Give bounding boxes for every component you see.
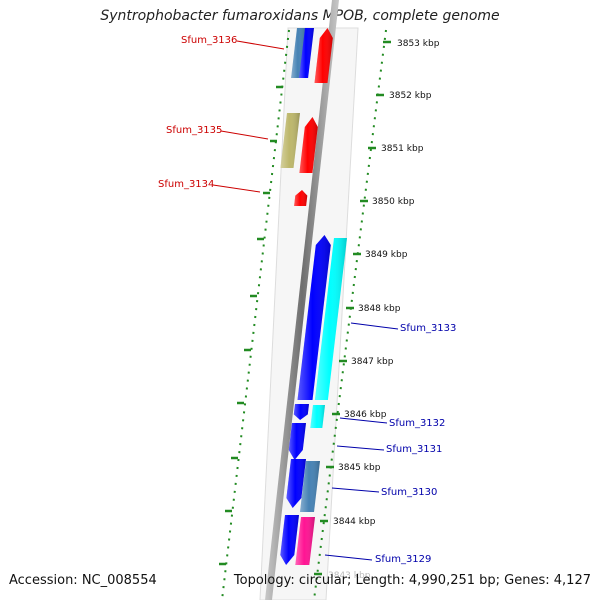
gene-label-sfum-3130[interactable]: Sfum_3130 bbox=[331, 487, 437, 498]
svg-text:Sfum_3133: Sfum_3133 bbox=[400, 323, 456, 334]
kbp-tick-3849: 3849 kbp bbox=[353, 250, 408, 260]
svg-text:3846 kbp: 3846 kbp bbox=[344, 410, 387, 420]
svg-text:3849 kbp: 3849 kbp bbox=[365, 250, 408, 260]
svg-text:3847 kbp: 3847 kbp bbox=[351, 357, 394, 367]
outer-gene-top-2-shading bbox=[299, 28, 314, 78]
svg-text:Sfum_3130: Sfum_3130 bbox=[381, 487, 437, 498]
inner-gene-top-shading bbox=[314, 28, 333, 83]
kbp-tick-3852: 3852 kbp bbox=[376, 91, 432, 101]
kbp-ruler: 3853 kbp 3852 kbp 3851 kbp 3850 kbp 3849… bbox=[314, 39, 440, 581]
outer-gene-3132-shading bbox=[310, 405, 325, 428]
left-gene-labels: Sfum_3136 Sfum_3135 Sfum_3134 bbox=[158, 35, 285, 193]
gene-label-sfum-3131[interactable]: Sfum_3131 bbox=[336, 444, 442, 455]
svg-text:3850 kbp: 3850 kbp bbox=[372, 197, 415, 207]
gene-label-sfum-3133[interactable]: Sfum_3133 bbox=[350, 322, 456, 334]
svg-text:Sfum_3134: Sfum_3134 bbox=[158, 179, 214, 190]
outer-gene-top-1-shading bbox=[291, 28, 306, 78]
svg-text:Sfum_3136: Sfum_3136 bbox=[181, 35, 237, 46]
inner-gene-3133-shading bbox=[297, 235, 331, 400]
gene-label-sfum-3135[interactable]: Sfum_3135 bbox=[166, 125, 269, 140]
outer-gene-3135-shading bbox=[280, 113, 300, 168]
svg-text:Sfum_3129: Sfum_3129 bbox=[375, 554, 431, 565]
svg-text:3844 kbp: 3844 kbp bbox=[333, 517, 376, 527]
svg-text:3845 kbp: 3845 kbp bbox=[338, 463, 381, 473]
gene-label-sfum-3134[interactable]: Sfum_3134 bbox=[158, 179, 261, 193]
inner-gene-3129-shading bbox=[280, 515, 299, 565]
inner-gene-3130-shading bbox=[286, 459, 306, 508]
svg-text:Sfum_3132: Sfum_3132 bbox=[389, 418, 445, 429]
gene-label-sfum-3132[interactable]: Sfum_3132 bbox=[339, 417, 445, 429]
kbp-tick-3846: 3846 kbp bbox=[332, 410, 387, 420]
inner-gene-3134-shading bbox=[294, 190, 308, 206]
svg-text:3851 kbp: 3851 kbp bbox=[381, 144, 424, 154]
svg-text:3848 kbp: 3848 kbp bbox=[358, 304, 401, 314]
inner-gene-3131-shading bbox=[288, 423, 306, 460]
right-gene-labels: Sfum_3133 Sfum_3132 Sfum_3131 Sfum_3130 … bbox=[324, 322, 456, 565]
gene-label-sfum-3136[interactable]: Sfum_3136 bbox=[181, 35, 285, 50]
kbp-tick-3844: 3844 kbp bbox=[320, 517, 376, 527]
kbp-tick-3845: 3845 kbp bbox=[326, 463, 381, 473]
accession-label: Accession: NC_008554 bbox=[9, 573, 157, 588]
kbp-tick-3853: 3853 kbp bbox=[383, 39, 440, 49]
outer-ruler-ticks bbox=[219, 85, 283, 566]
svg-text:3853 kbp: 3853 kbp bbox=[397, 39, 440, 49]
svg-text:3843 kbp: 3843 kbp bbox=[328, 571, 371, 581]
kbp-tick-3848: 3848 kbp bbox=[346, 304, 401, 314]
map-title: Syntrophobacter fumaroxidans MPOB, compl… bbox=[100, 8, 500, 24]
inner-gene-3135-shading bbox=[299, 117, 318, 173]
outer-gene-3129-shading bbox=[295, 517, 315, 565]
genome-summary: Topology: circular; Length: 4,990,251 bp… bbox=[233, 573, 591, 588]
inner-gene-3132-shading bbox=[293, 404, 309, 420]
svg-text:Sfum_3131: Sfum_3131 bbox=[386, 444, 442, 455]
outer-gene-3130-shading bbox=[300, 461, 320, 512]
outer-gene-3133-shading bbox=[314, 238, 347, 400]
kbp-tick-3851: 3851 kbp bbox=[368, 144, 424, 154]
gene-label-sfum-3129[interactable]: Sfum_3129 bbox=[324, 554, 431, 565]
svg-text:3852 kbp: 3852 kbp bbox=[389, 91, 432, 101]
svg-text:Sfum_3135: Sfum_3135 bbox=[166, 125, 222, 136]
gene-features bbox=[280, 28, 347, 565]
kbp-tick-3847: 3847 kbp bbox=[339, 357, 394, 367]
kbp-tick-3843: 3843 kbp bbox=[314, 571, 371, 581]
kbp-tick-3850: 3850 kbp bbox=[360, 197, 415, 207]
genome-backbone bbox=[265, 0, 339, 600]
